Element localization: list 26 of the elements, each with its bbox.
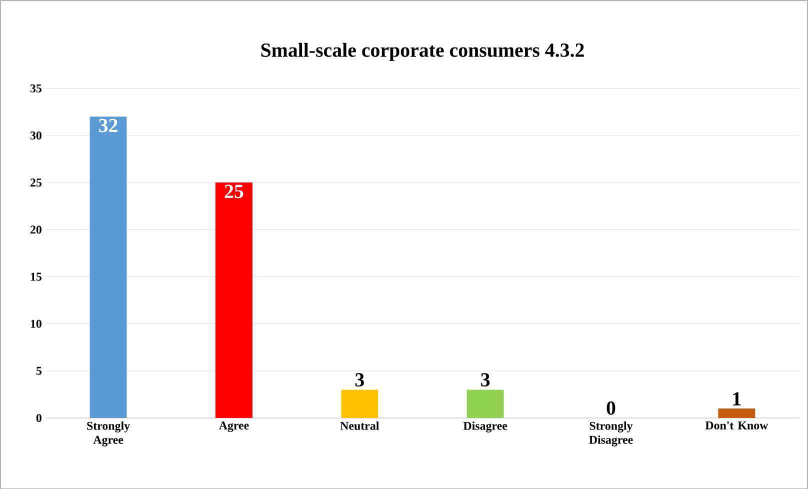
x-tick-label: Strongly Agree (87, 421, 130, 446)
y-tick-label: 35 (30, 84, 42, 92)
data-label: 0 (606, 401, 616, 415)
y-tick-label: 0 (36, 414, 42, 422)
data-label: 32 (99, 118, 118, 132)
chart-title: Small-scale corporate consumers 4.3.2 (261, 42, 584, 61)
bar (718, 408, 756, 418)
y-tick-label: 20 (30, 225, 42, 234)
x-tick-label: Strongly Disagree (589, 421, 633, 446)
y-tick-label: 30 (30, 131, 42, 140)
y-tick-label: 5 (36, 366, 42, 375)
bar (215, 182, 252, 418)
y-tick-label: 15 (30, 272, 42, 281)
data-label: 3 (481, 372, 490, 386)
x-tick-label: Neutral (340, 421, 379, 430)
data-label: 1 (733, 392, 741, 406)
x-tick-label: Don't Know (705, 421, 768, 430)
x-tick-label: Disagree (463, 421, 508, 432)
y-tick-label: 25 (30, 178, 42, 186)
bar (341, 390, 378, 418)
y-tick-label: 10 (30, 320, 42, 328)
data-label: 3 (355, 372, 364, 386)
x-tick-label: Agree (218, 421, 249, 432)
data-label: 25 (224, 184, 244, 198)
bar (90, 116, 127, 418)
bar (466, 390, 504, 418)
